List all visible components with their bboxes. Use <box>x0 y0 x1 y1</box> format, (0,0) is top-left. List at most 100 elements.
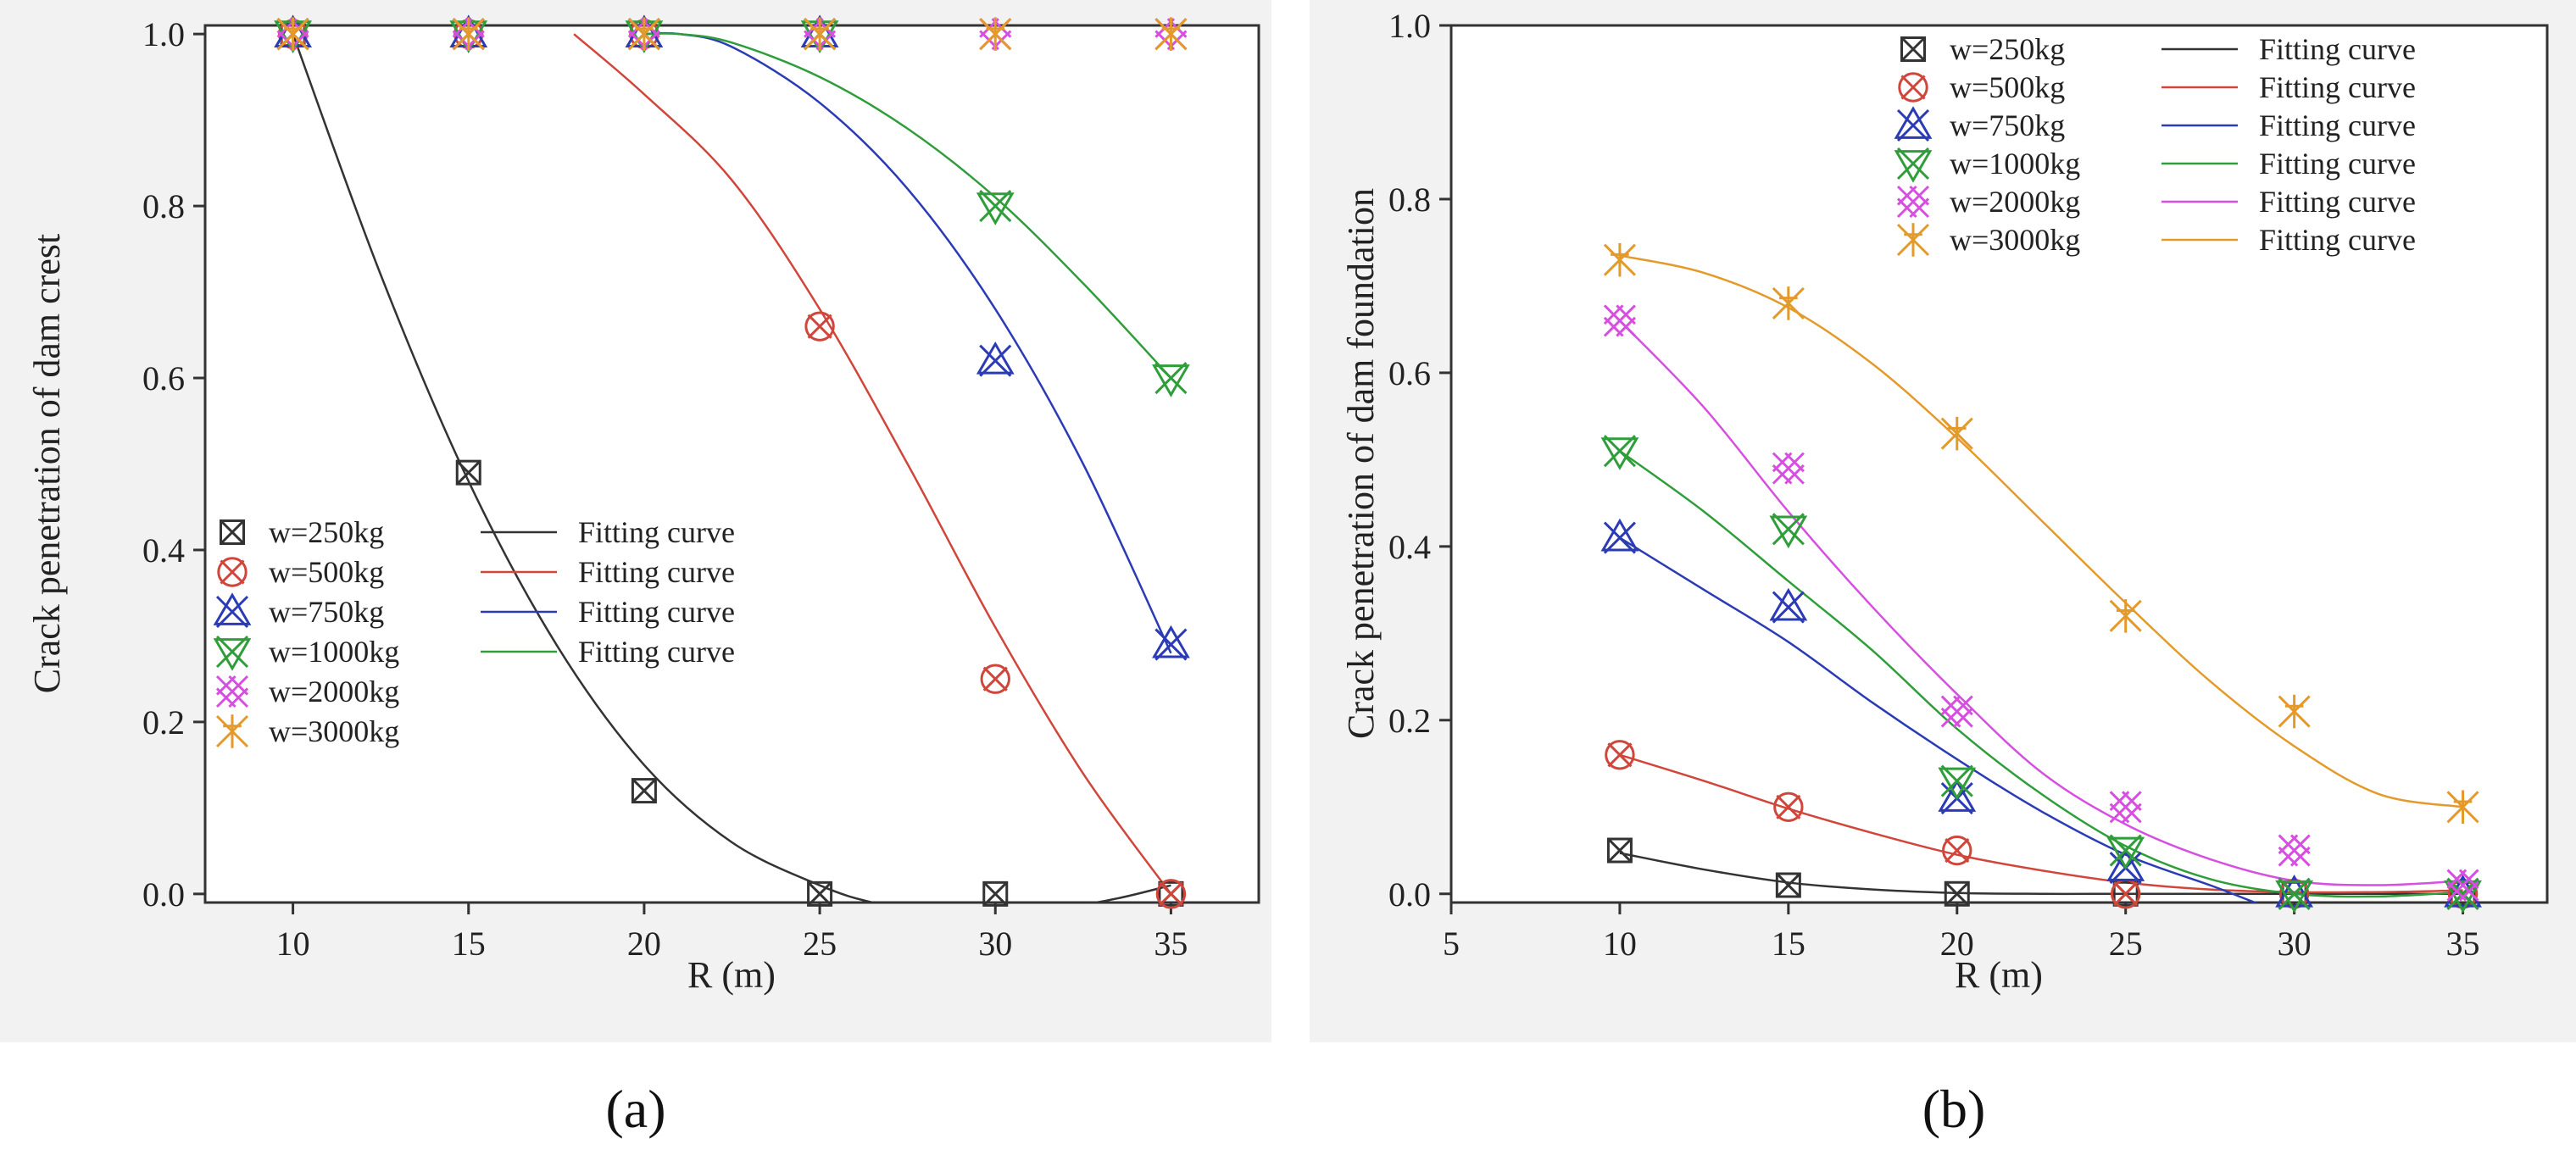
panel-a-legend-label: w=250kg <box>269 515 384 549</box>
panel-a-x-tick-label: 30 <box>978 925 1012 963</box>
panel-a-y-tick-label: 1.0 <box>142 15 185 53</box>
panel-b-point-w=250kg-20 <box>1944 880 1970 907</box>
panel-b-fit-curve-w=3000kg <box>1619 254 2463 808</box>
panel-a-point-w=3000kg-20 <box>627 17 660 51</box>
panel-a-legend-marker-w=500kg <box>217 557 248 587</box>
panel-b-x-axis-title: R (m) <box>1955 954 2043 996</box>
panel-b-point-w=2000kg-15 <box>1772 452 1805 485</box>
panel-a-point-w=1000kg-30 <box>976 190 1015 225</box>
panel-a-point-w=750kg-35 <box>1152 625 1190 661</box>
panel-b-point-w=750kg-15 <box>1769 587 1808 624</box>
panel-b-point-w=1000kg-30 <box>2275 877 2314 914</box>
panel-b-y-tick-label: 0.6 <box>1388 354 1431 392</box>
panel-a-legend-label: w=3000kg <box>269 714 399 748</box>
panel-b-point-w=2000kg-10 <box>1603 304 1636 337</box>
panel-a-legend-fit-label: Fitting curve <box>578 595 735 629</box>
panel-a-legend-label: w=750kg <box>269 595 384 629</box>
panel-a-y-tick-label: 0.0 <box>142 875 185 914</box>
panel-a-point-w=3000kg-25 <box>804 17 837 51</box>
panel-a-fit-curve-w=750kg <box>643 31 1172 654</box>
panel-a-y-tick-label: 0.2 <box>142 703 185 742</box>
panel-b-point-w=750kg-10 <box>1600 518 1639 554</box>
panel-a-point-w=500kg-35 <box>1155 879 1187 909</box>
panel-b-legend-label: w=3000kg <box>1950 223 2080 257</box>
panel-a-legend-marker-w=750kg <box>213 592 252 629</box>
panel-a-legend: w=250kg Fitting curve w=500kg Fitting curve… <box>213 515 735 748</box>
panel-a-point-w=3000kg-15 <box>452 17 485 51</box>
panel-b-legend-fit-label: Fitting curve <box>2259 147 2416 181</box>
panel-a-point-w=3000kg-10 <box>276 17 309 51</box>
panel-b-point-w=500kg-15 <box>1773 792 1804 822</box>
panel-b-legend-fit-label: Fitting curve <box>2259 185 2416 219</box>
panel-b-y-axis-title: Crack penetration of dam foundation <box>1340 188 1382 739</box>
panel-a-legend-fit-label: Fitting curve <box>578 635 735 669</box>
panel-a-legend-fit-label: Fitting curve <box>578 555 735 589</box>
panel-a-y-tick-label: 0.6 <box>142 359 185 397</box>
panel-b-legend-label: w=2000kg <box>1950 185 2080 219</box>
panel-a-fit-curve-w=1000kg <box>643 32 1172 379</box>
panel-b-point-w=250kg-15 <box>1775 872 1801 898</box>
panel-a-point-w=250kg-25 <box>807 880 833 907</box>
panel-b-legend-marker-w=1000kg <box>1894 147 1933 183</box>
panel-a-point-w=500kg-30 <box>980 664 1010 694</box>
panel-a-label: (a) <box>605 1079 665 1139</box>
panel-b-legend-label: w=1000kg <box>1950 147 2080 181</box>
panel-a-legend-label: w=2000kg <box>269 675 399 708</box>
panel-b-legend-fit-label: Fitting curve <box>2259 32 2416 66</box>
panel-b-point-w=2000kg-30 <box>2278 834 2311 867</box>
panel-b-point-w=2000kg-20 <box>1940 695 1973 728</box>
panel-a-point-w=250kg-30 <box>982 880 1009 907</box>
panel-b-legend-marker-w=250kg <box>1900 36 1926 62</box>
panel-b-x-tick-label: 25 <box>2109 925 2143 963</box>
panel-b-legend-marker-w=500kg <box>1898 72 1928 103</box>
panel-a-point-w=3000kg-30 <box>979 17 1012 51</box>
panel-b-y-tick-label: 0.4 <box>1388 528 1431 566</box>
panel-a-point-w=250kg-20 <box>631 778 657 804</box>
panel-a-point-w=250kg-15 <box>455 459 481 486</box>
panel-b-point-w=500kg-20 <box>1942 835 1972 866</box>
panel-b-x-tick-label: 35 <box>2446 925 2480 963</box>
panel-a-x-tick-label: 35 <box>1154 925 1188 963</box>
panel-b-point-w=1000kg-20 <box>1938 764 1977 801</box>
panel-b-legend-label: w=500kg <box>1950 70 2065 104</box>
panel-a-x-tick-label: 20 <box>627 925 661 963</box>
panel-b-fit-curve-w=250kg <box>1619 852 2463 896</box>
panel-b-legend-fit-label: Fitting curve <box>2259 70 2416 104</box>
panel-a-legend-marker-w=2000kg <box>215 675 249 708</box>
panel-a-x-tick-label: 10 <box>276 925 310 963</box>
panel-b-point-w=500kg-10 <box>1605 740 1635 770</box>
panel-b-legend-fit-label: Fitting curve <box>2259 223 2416 257</box>
panel-b-legend-marker-w=2000kg <box>1896 185 1930 219</box>
panel-b-fit-curve-w=1000kg <box>1619 450 2463 898</box>
panel-a-legend-label: w=1000kg <box>269 635 399 669</box>
panel-a: 10 15 20 25 30 35 0.0 0.2 0.4 0.6 0.8 1.0 w=250kg Fi… <box>0 0 1271 1042</box>
panel-b-point-w=3000kg-15 <box>1772 286 1805 320</box>
panel-a-legend-marker-w=3000kg <box>215 714 249 748</box>
panel-b-label: (b) <box>1922 1079 1986 1139</box>
panel-b-point-w=1000kg-25 <box>2106 834 2145 870</box>
panel-b-x-tick-label: 20 <box>1940 925 1974 963</box>
panel-b-legend: w=250kg Fitting curve w=500kg Fitting curve… <box>1894 32 2416 257</box>
panel-a-x-axis-title: R (m) <box>687 954 776 996</box>
panel-a-point-w=1000kg-35 <box>1152 361 1190 397</box>
panel-b: 5 10 15 20 25 30 35 0.0 0.2 0.4 0.6 0.8 1.0 w=250kg F… <box>1310 0 2576 1042</box>
panel-a-x-tick-label: 15 <box>452 925 486 963</box>
panel-a-fit-curve-w=500kg <box>573 33 1172 895</box>
panel-b-legend-marker-w=3000kg <box>1896 223 1930 257</box>
panel-a-y-axis-title: Crack penetration of dam crest <box>26 234 68 693</box>
panel-b-point-w=3000kg-30 <box>2278 694 2311 729</box>
panel-b-fit-curve-w=500kg <box>1619 753 2463 894</box>
panel-b-y-tick-label: 0.8 <box>1388 181 1431 219</box>
panel-b-point-w=1000kg-15 <box>1769 513 1808 549</box>
panel-a-point-w=750kg-30 <box>976 341 1015 377</box>
panel-b-point-w=3000kg-25 <box>2109 599 2142 633</box>
panel-a-plot-area <box>203 24 1260 904</box>
panel-a-legend-marker-w=250kg <box>220 519 245 545</box>
panel-b-point-w=3000kg-35 <box>2446 790 2479 825</box>
panel-a-point-w=500kg-25 <box>804 311 835 342</box>
panel-b-legend-label: w=250kg <box>1950 32 2065 66</box>
panel-b-legend-label: w=750kg <box>1950 108 2065 142</box>
panel-b-point-w=2000kg-25 <box>2109 791 2142 824</box>
panel-a-legend-fit-label: Fitting curve <box>578 515 735 549</box>
